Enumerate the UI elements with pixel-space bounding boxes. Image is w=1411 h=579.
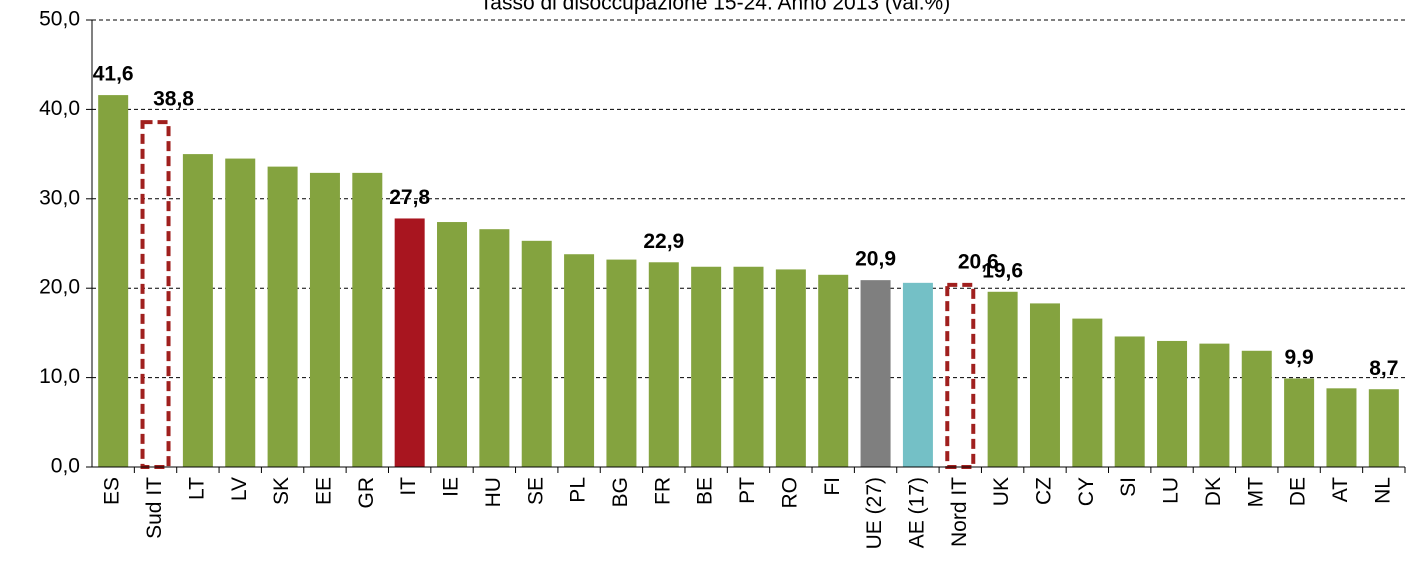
- value-label: 20,6: [958, 250, 999, 273]
- y-tick-label: 0,0: [51, 455, 80, 478]
- x-tick-label: SK: [270, 477, 293, 505]
- bar: [437, 222, 468, 467]
- value-label: 41,6: [93, 63, 134, 86]
- x-tick-label: PT: [736, 477, 759, 504]
- bar: [479, 229, 510, 467]
- bar: [352, 172, 383, 467]
- bar: [1072, 318, 1103, 467]
- x-tick-label: FR: [651, 477, 674, 505]
- bar: [902, 282, 933, 467]
- bar: [860, 280, 891, 467]
- bar: [564, 254, 595, 467]
- x-tick-label: AT: [1329, 477, 1352, 502]
- value-label: 19,6: [982, 259, 1023, 282]
- y-tick-label: 30,0: [39, 186, 80, 209]
- x-tick-label: MT: [1244, 477, 1267, 507]
- value-label: 20,9: [855, 248, 896, 271]
- x-tick-label: Nord IT: [948, 477, 971, 547]
- bar: [775, 269, 806, 467]
- bar: [182, 154, 213, 467]
- bar: [987, 291, 1018, 467]
- x-tick-label: LT: [185, 477, 208, 500]
- x-tick-label: DK: [1202, 477, 1225, 506]
- bar: [140, 120, 171, 470]
- x-tick-label: SE: [524, 477, 547, 505]
- bar: [691, 266, 722, 467]
- bar: [394, 218, 425, 467]
- bar: [98, 95, 129, 467]
- bar: [945, 282, 976, 469]
- bar: [1114, 336, 1145, 467]
- bar: [1199, 343, 1230, 467]
- x-tick-label: CY: [1075, 477, 1098, 506]
- x-tick-label: UE (27): [863, 477, 886, 549]
- bar: [309, 172, 340, 467]
- x-tick-label: IT: [397, 477, 420, 496]
- y-tick-label: 40,0: [39, 97, 80, 120]
- value-label: 38,8: [153, 88, 194, 111]
- bar: [521, 240, 552, 467]
- bar: [648, 262, 679, 467]
- x-tick-label: BE: [694, 477, 717, 505]
- y-tick-label: 50,0: [39, 8, 80, 31]
- bar: [225, 158, 256, 467]
- x-tick-label: SI: [1117, 477, 1140, 497]
- y-tick-label: 10,0: [39, 365, 80, 388]
- x-tick-label: EE: [312, 477, 335, 505]
- bar: [1326, 388, 1357, 467]
- x-tick-label: AE (17): [905, 477, 928, 548]
- value-label: 27,8: [389, 186, 430, 209]
- bar: [1368, 389, 1399, 467]
- bar: [1284, 378, 1315, 467]
- x-tick-label: FI: [821, 477, 844, 496]
- y-tick-label: 20,0: [39, 276, 80, 299]
- bar: [1157, 340, 1188, 467]
- bar: [1029, 303, 1060, 467]
- x-tick-label: GR: [355, 477, 378, 509]
- x-tick-label: RO: [778, 477, 801, 509]
- x-tick-label: ES: [101, 477, 124, 505]
- x-tick-label: IE: [440, 477, 463, 497]
- x-tick-label: DE: [1287, 477, 1310, 506]
- chart-title: Tasso di disoccupazione 15-24. Anno 2013…: [480, 0, 950, 15]
- x-tick-label: PL: [567, 477, 590, 503]
- bar: [1241, 350, 1272, 467]
- x-tick-label: CZ: [1033, 477, 1056, 505]
- value-label: 9,9: [1285, 346, 1314, 369]
- value-label: 22,9: [643, 230, 684, 253]
- x-tick-label: LV: [228, 477, 251, 501]
- x-tick-label: HU: [482, 477, 505, 507]
- x-tick-label: Sud IT: [143, 477, 166, 539]
- x-tick-label: BG: [609, 477, 632, 507]
- value-label: 8,7: [1369, 357, 1398, 380]
- bar: [267, 166, 298, 467]
- bar: [606, 259, 637, 467]
- bar: [818, 274, 849, 467]
- bar: [733, 266, 764, 467]
- x-tick-label: UK: [990, 477, 1013, 506]
- x-tick-label: LU: [1160, 477, 1183, 504]
- x-tick-label: NL: [1371, 477, 1394, 504]
